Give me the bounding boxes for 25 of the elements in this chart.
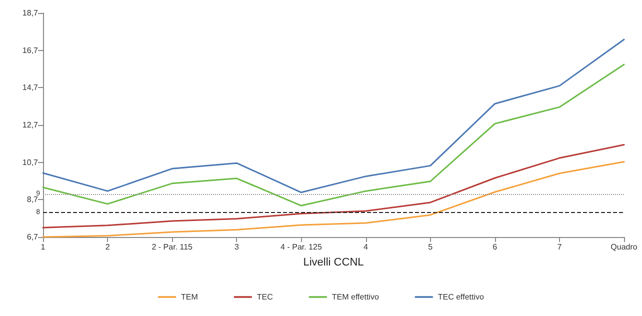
y-tick-label: 10,7 [22, 158, 39, 167]
x-tick-label: Quadro [610, 242, 638, 252]
legend-label: TEC [256, 292, 274, 302]
y-tick-label: 12,7 [22, 120, 39, 130]
line-series [42, 64, 625, 206]
x-tick-label: 1 [40, 242, 46, 252]
x-tick-label: 4 - Par. 125 [280, 242, 322, 252]
x-tick-label: 2 - Par. 115 [152, 242, 194, 252]
legend-label: TEC effettivo [438, 292, 485, 302]
x-tick-label: 3 [234, 242, 240, 252]
y-tick-label: 18,7 [22, 8, 39, 18]
line-series [42, 144, 625, 228]
x-tick-label: 6 [492, 242, 498, 252]
line-series [42, 38, 625, 194]
x-axis-title: Livelli CCNL [303, 256, 364, 268]
y-tick-label: 16,7 [22, 46, 39, 55]
legend-label: TEM [181, 292, 198, 302]
y-tick-label: 6,7 [26, 232, 39, 242]
x-tick-label: 7 [557, 242, 562, 252]
x-tick-label: 4 [364, 242, 369, 252]
x-tick-label: 5 [428, 242, 434, 252]
y-tick-label: 8,7 [26, 195, 39, 204]
legend-label: TEM effettivo [332, 292, 380, 302]
y-tick-label: 14,7 [22, 83, 39, 92]
x-tick-label: 2 [105, 242, 110, 252]
